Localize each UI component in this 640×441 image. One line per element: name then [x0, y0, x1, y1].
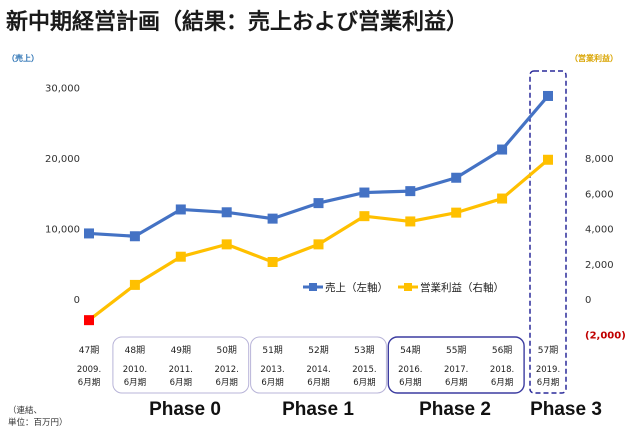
category-label: 55期	[446, 345, 466, 356]
operating-profit-point	[84, 315, 94, 326]
right-axis-tick: 8,000	[585, 154, 614, 165]
sales-point	[359, 187, 370, 198]
period-label: 2018.	[490, 365, 514, 375]
left-axis-tick: 10,000	[45, 225, 80, 236]
right-axis-unit: （営業利益）	[570, 54, 618, 63]
category-label: 57期	[538, 345, 558, 356]
period-label: 6月期	[537, 378, 559, 388]
unit-note: （連結、 単位：百万円）	[8, 405, 68, 429]
period-label: 2014.	[306, 365, 330, 375]
right-axis-tick: 6,000	[585, 189, 614, 200]
legend-sales-marker	[309, 283, 317, 291]
operating-profit-point	[359, 211, 370, 222]
operating-profit-point	[313, 239, 324, 250]
left-axis-tick: 0	[74, 295, 80, 306]
category-label: 48期	[125, 345, 145, 356]
period-label: 2016.	[398, 365, 422, 375]
period-label: 2019.	[536, 365, 560, 375]
category-label: 51期	[262, 345, 282, 356]
sales-point	[543, 90, 553, 101]
period-label: 6月期	[124, 378, 146, 388]
unit-note-line2: 単位：百万円）	[8, 418, 68, 428]
left-axis-unit: （売上）	[7, 54, 39, 63]
right-axis-tick: (2,000)	[585, 330, 626, 341]
sales-point	[267, 213, 278, 224]
period-label: 6月期	[261, 378, 283, 388]
right-axis-tick: 0	[585, 295, 591, 306]
period-label: 2015.	[352, 365, 376, 375]
period-label: 2012.	[215, 365, 239, 375]
period-label: 6月期	[445, 378, 467, 388]
phase-box	[250, 336, 387, 394]
legend-sales-label: 売上（左軸）	[325, 281, 388, 294]
right-axis-tick: 2,000	[585, 260, 614, 271]
category-label: 56期	[492, 345, 512, 356]
phase-box	[387, 336, 525, 394]
period-label: 2011.	[169, 365, 193, 375]
period-label: 2017.	[444, 365, 468, 375]
sales-point	[313, 198, 324, 209]
operating-profit-point	[543, 154, 553, 165]
phase-label: Phase 0	[149, 399, 221, 420]
legend-profit-marker	[404, 283, 412, 291]
phase-label: Phase 2	[419, 399, 491, 420]
period-label: 2013.	[260, 365, 284, 375]
phase-label: Phase 1	[282, 399, 354, 420]
period-label: 6月期	[353, 378, 375, 388]
period-label: 6月期	[399, 378, 421, 388]
legend-profit-label: 営業利益（右軸）	[420, 281, 504, 294]
phase-box	[112, 336, 250, 394]
right-axis-tick: 4,000	[585, 225, 614, 236]
category-label: 47期	[79, 345, 99, 356]
period-label: 2010.	[123, 365, 147, 375]
period-label: 6月期	[491, 378, 513, 388]
period-label: 6月期	[215, 378, 237, 388]
phase3-box	[529, 70, 567, 394]
left-axis-tick: 20,000	[45, 154, 80, 165]
period-label: 6月期	[170, 378, 192, 388]
left-axis-tick: 30,000	[45, 84, 80, 95]
operating-profit-point	[129, 279, 140, 290]
category-label: 52期	[308, 345, 328, 356]
sales-point	[129, 231, 140, 242]
period-label: 6月期	[78, 378, 100, 388]
operating-profit-point	[405, 216, 416, 227]
operating-profit-point	[221, 239, 232, 250]
operating-profit-point	[497, 193, 508, 204]
sales-point	[405, 186, 416, 197]
sales-line	[88, 94, 550, 238]
sales-point	[84, 228, 94, 239]
operating-profit-point	[267, 256, 278, 267]
sales-point	[175, 204, 186, 215]
sales-point	[497, 144, 508, 155]
unit-note-line1: （連結、	[8, 406, 43, 416]
category-label: 50期	[216, 345, 236, 356]
period-label: 6月期	[307, 378, 329, 388]
sales-point	[451, 172, 462, 183]
phase-label: Phase 3	[530, 399, 602, 420]
category-label: 54期	[400, 345, 420, 356]
category-label: 53期	[354, 345, 374, 356]
chart-title: 新中期経営計画（結果：売上および営業利益）	[6, 10, 469, 35]
operating-profit-point	[175, 251, 186, 262]
period-label: 2009.	[77, 365, 101, 375]
sales-point	[221, 207, 232, 218]
operating-profit-point	[451, 207, 462, 218]
category-label: 49期	[171, 345, 191, 356]
